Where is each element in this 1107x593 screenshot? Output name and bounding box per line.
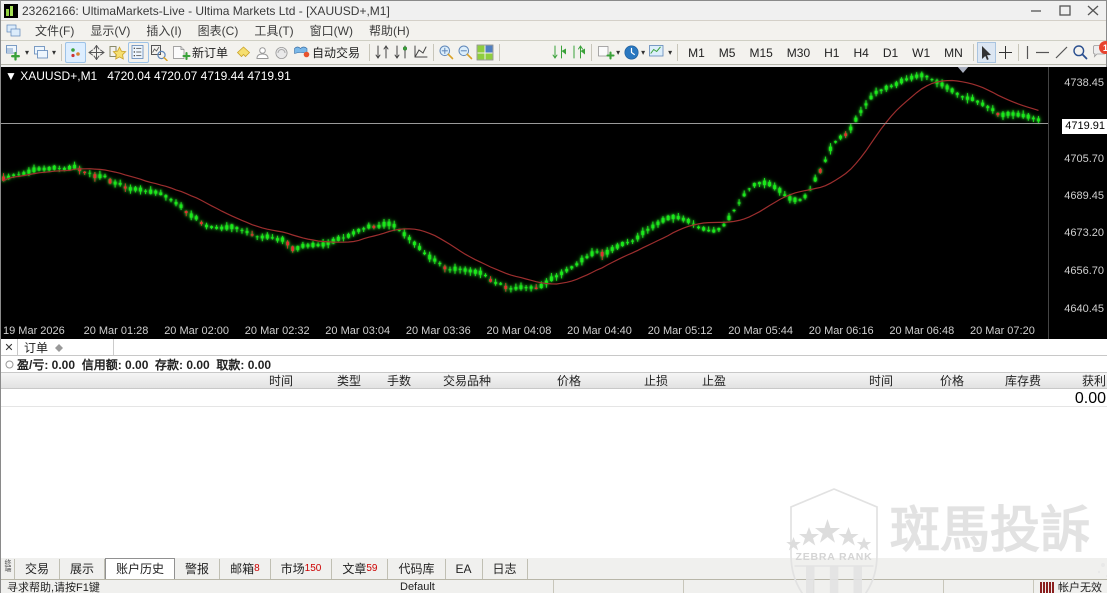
svg-text:斑馬投訴: 斑馬投訴 — [890, 502, 1090, 558]
